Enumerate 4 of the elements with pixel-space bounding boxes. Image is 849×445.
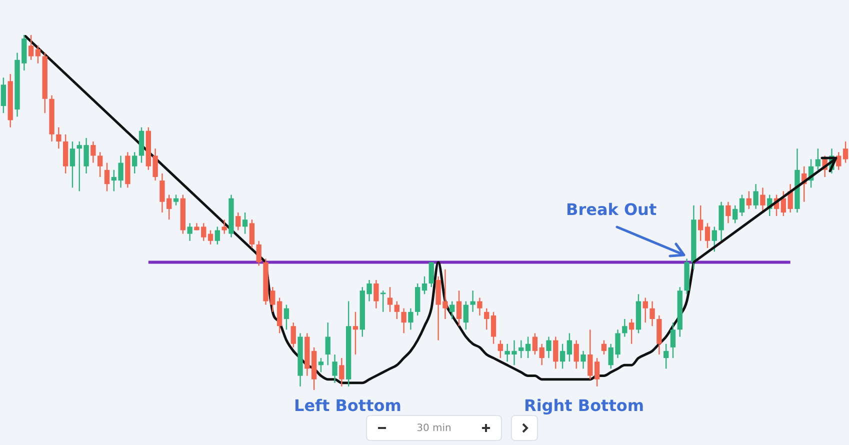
text: Right Bottom <box>524 396 644 415</box>
text: Left Bottom <box>294 396 402 415</box>
annotation: Break Out <box>566 200 657 219</box>
zoom-toolbar: 30 min <box>366 415 502 441</box>
